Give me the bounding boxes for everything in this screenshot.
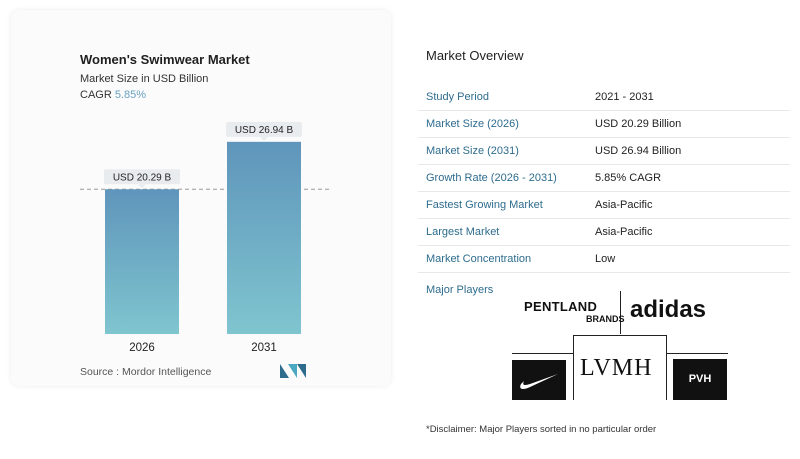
overview-key: Study Period	[426, 91, 489, 103]
data-label-pointer	[260, 136, 268, 141]
data-label: USD 20.29 B	[113, 172, 172, 183]
grid-divider	[666, 335, 667, 400]
category-label: 2031	[251, 342, 277, 354]
overview-value: Low	[595, 253, 616, 265]
lvmh-logo: LVMH	[580, 355, 653, 381]
overview-key: Largest Market	[426, 226, 500, 238]
overview-value: Asia-Pacific	[595, 226, 653, 238]
overview-row: Market Size (2031) USD 26.94 Billion	[418, 138, 790, 165]
bar-2031	[227, 141, 301, 334]
data-label: USD 26.94 B	[235, 125, 294, 136]
overview-value: USD 26.94 Billion	[595, 145, 682, 157]
grid-divider	[666, 353, 728, 354]
overview-row: Largest Market Asia-Pacific	[418, 219, 790, 246]
source-text: Source : Mordor Intelligence	[80, 366, 212, 378]
category-label: 2026	[129, 342, 155, 354]
overview-row: Fastest Growing Market Asia-Pacific	[418, 192, 790, 219]
pvh-logo: PVH	[673, 359, 727, 400]
pentland-logo-sub: BRANDS	[586, 314, 625, 324]
cagr-value: 5.85%	[114, 89, 147, 101]
overview-key: Market Concentration	[426, 253, 532, 265]
overview-key: Market Size (2026)	[426, 118, 519, 130]
swoosh-icon	[520, 374, 558, 389]
overview-key: Fastest Growing Market	[426, 199, 543, 211]
pentland-logo: PENTLAND	[524, 299, 598, 314]
adidas-logo: adidas	[630, 296, 707, 323]
grid-divider	[620, 291, 621, 334]
overview-value: USD 20.29 Billion	[595, 118, 682, 130]
nike-logo	[512, 360, 566, 400]
overview-value: Asia-Pacific	[595, 199, 653, 211]
mordor-logo-icon	[280, 364, 306, 378]
grid-divider	[573, 335, 666, 336]
cagr-line: CAGR 5.85%	[80, 89, 146, 101]
data-label-bg	[226, 121, 302, 137]
overview-key: Growth Rate (2026 - 2031)	[426, 172, 557, 184]
overview-title: Market Overview	[426, 48, 524, 63]
chart-subtitle: Market Size in USD Billion	[80, 73, 209, 85]
bar-2026	[105, 189, 179, 334]
overview-row: Market Size (2026) USD 20.29 Billion	[418, 111, 790, 138]
overview-value: 2021 - 2031	[595, 91, 654, 103]
major-players-label: Major Players	[426, 284, 494, 296]
chart-title: Women's Swimwear Market	[80, 52, 250, 67]
overview-value: 5.85% CAGR	[595, 172, 662, 184]
grid-divider	[512, 353, 573, 354]
bar-chart: USD 20.29 B 2026 USD 26.94 B 2031	[80, 121, 330, 354]
disclaimer: *Disclaimer: Major Players sorted in no …	[426, 424, 657, 435]
cagr-label: CAGR	[80, 89, 112, 101]
overview-key: Market Size (2031)	[426, 145, 519, 157]
overview-row: Study Period 2021 - 2031	[418, 84, 790, 111]
data-label-pointer	[138, 184, 146, 189]
data-label-bg	[104, 169, 180, 185]
overview-row: Growth Rate (2026 - 2031) 5.85% CAGR	[418, 165, 790, 192]
overview-row: Market Concentration Low	[418, 246, 790, 273]
grid-divider	[573, 335, 574, 400]
chart-card	[11, 10, 391, 386]
